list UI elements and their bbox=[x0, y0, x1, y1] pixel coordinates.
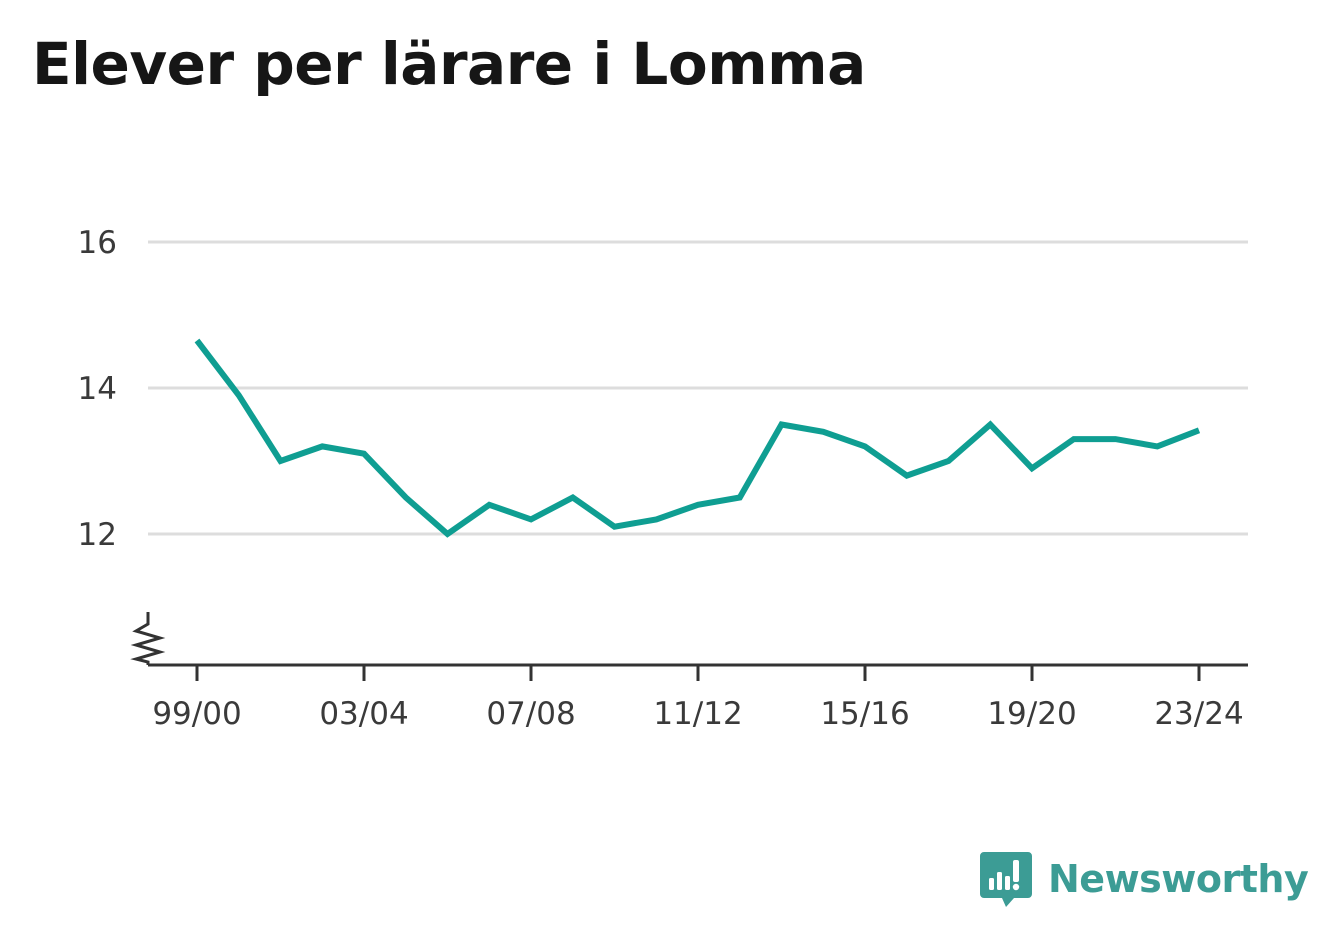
chart-title: Elever per lärare i Lomma bbox=[32, 30, 866, 98]
newsworthy-logo: Newsworthy bbox=[980, 850, 1309, 908]
brand-name: Newsworthy bbox=[1048, 857, 1309, 901]
x-tick-label: 99/00 bbox=[152, 696, 241, 732]
x-tick-label: 23/24 bbox=[1154, 696, 1243, 732]
gridlines bbox=[148, 240, 1248, 536]
x-tick-label: 07/08 bbox=[486, 696, 575, 732]
series-line bbox=[194, 338, 1201, 538]
x-tick-label: 03/04 bbox=[319, 696, 408, 732]
x-tick-label: 11/12 bbox=[653, 696, 742, 732]
y-tick-label: 16 bbox=[78, 225, 117, 261]
y-tick-label: 12 bbox=[78, 517, 117, 553]
x-axis: 99/00 03/04 07/08 11/12 15/16 19/20 23/24 bbox=[130, 612, 1248, 732]
y-tick-label: 14 bbox=[78, 371, 117, 407]
axis-break-icon bbox=[130, 612, 166, 665]
newsworthy-logo-icon bbox=[980, 852, 1032, 907]
series-layer bbox=[194, 338, 1201, 538]
x-tick-label: 15/16 bbox=[820, 696, 909, 732]
x-tick-label: 19/20 bbox=[987, 696, 1076, 732]
y-axis-ticks: 12 14 16 bbox=[78, 225, 117, 553]
